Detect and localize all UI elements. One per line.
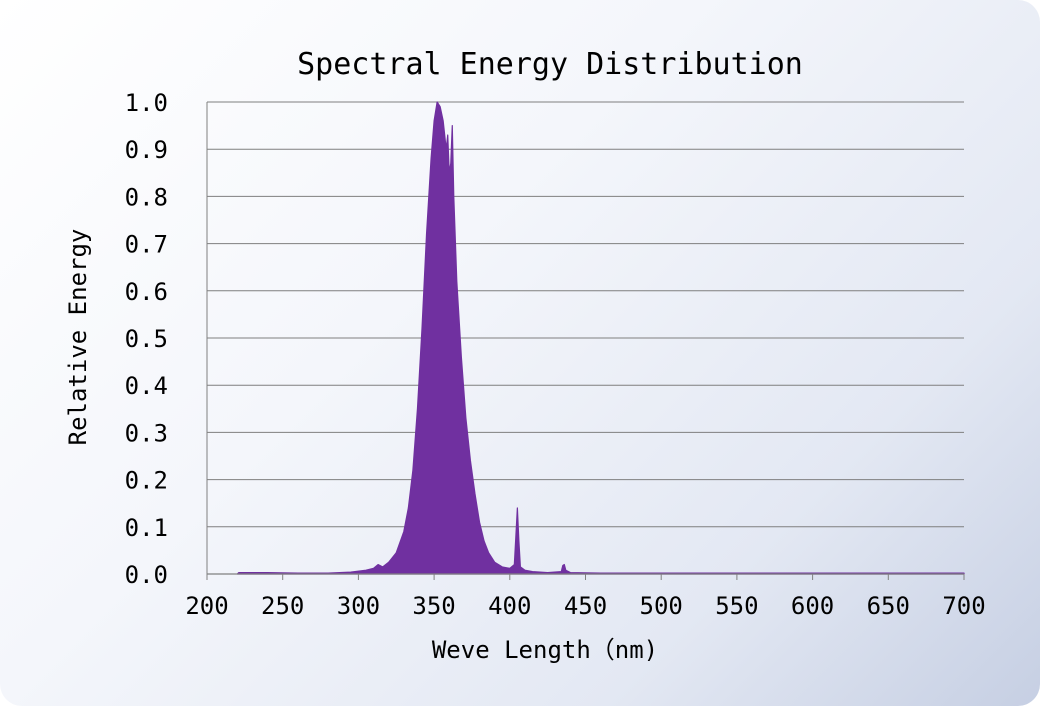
y-tick-label: 0.9 <box>125 136 168 164</box>
series-area-0 <box>236 101 965 575</box>
y-tick-label: 0.0 <box>125 561 168 589</box>
y-tick-label: 0.1 <box>125 514 168 542</box>
x-tick-label: 250 <box>261 592 304 620</box>
y-tick-label: 0.8 <box>125 183 168 211</box>
x-tick-label: 450 <box>564 592 607 620</box>
x-tick-label: 600 <box>791 592 834 620</box>
x-tick-label: 500 <box>640 592 683 620</box>
x-tick-label: 700 <box>942 592 985 620</box>
y-tick-label: 0.4 <box>125 372 168 400</box>
x-tick-label: 350 <box>412 592 455 620</box>
x-tick-label: 550 <box>715 592 758 620</box>
y-tick-label: 0.3 <box>125 419 168 447</box>
y-tick-label: 0.2 <box>125 467 168 495</box>
y-tick-label: 0.6 <box>125 278 168 306</box>
y-tick-label: 1.0 <box>125 89 168 117</box>
x-tick-label: 300 <box>337 592 380 620</box>
y-axis-label: Relative Energy <box>64 229 92 446</box>
y-tick-label: 0.5 <box>125 325 168 353</box>
x-tick-label: 200 <box>185 592 228 620</box>
x-tick-label: 400 <box>488 592 531 620</box>
x-axis-label: Weve Length（nm) <box>432 636 658 664</box>
chart-title: Spectral Energy Distribution <box>297 47 803 82</box>
y-tick-label: 0.7 <box>125 231 168 259</box>
x-tick-label: 650 <box>867 592 910 620</box>
